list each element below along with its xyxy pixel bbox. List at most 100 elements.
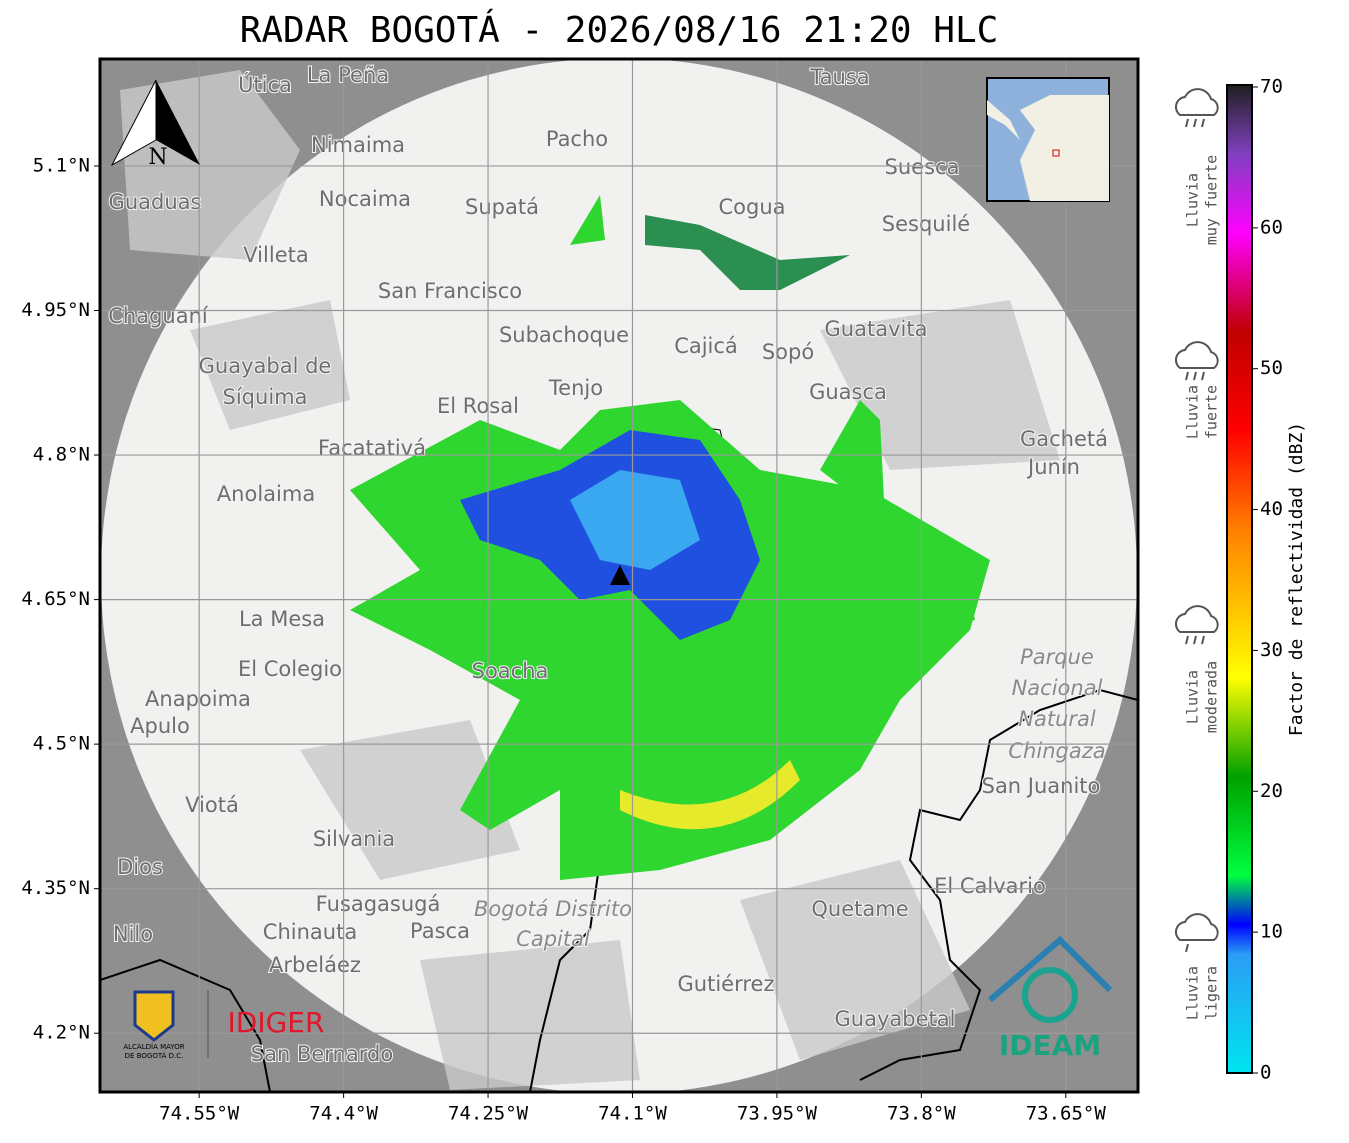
idiger-logo: IDIGER xyxy=(228,1006,325,1039)
place-label: Chingaza xyxy=(1008,739,1105,763)
place-label: Soacha xyxy=(472,659,549,683)
y-tick-label: 4.95°N xyxy=(21,299,90,321)
place-label: Nocaima xyxy=(319,187,411,211)
place-label: Supatá xyxy=(465,195,539,219)
x-tick-label: 74.4°W xyxy=(309,1103,378,1125)
logo-alcaldia: ALCALDÍA MAYOR DE BOGOTÁ D.C. IDIGER xyxy=(123,990,324,1060)
north-label: N xyxy=(148,145,167,170)
place-label: San Francisco xyxy=(378,279,522,303)
y-tick-label: 4.5°N xyxy=(33,733,90,755)
rain-category: Lluvia muy fuerte xyxy=(1174,88,1221,245)
rain-drop xyxy=(1185,118,1189,128)
place-label: Cogua xyxy=(718,195,785,219)
colorbar-tick-label: 40 xyxy=(1260,498,1283,520)
rain-drop xyxy=(1185,943,1189,953)
grid xyxy=(100,59,1138,1092)
place-label: Guayabetal xyxy=(835,1007,956,1031)
y-tick-label: 4.65°N xyxy=(21,588,90,610)
place-label: Villeta xyxy=(243,243,308,267)
place-label: Junín xyxy=(1026,455,1080,479)
place-label: Sopó xyxy=(762,340,814,364)
rain-drop xyxy=(1185,371,1189,381)
place-label: Quetame xyxy=(811,897,908,921)
colorbar xyxy=(1226,84,1253,1074)
rain-category: Lluvia ligera xyxy=(1174,913,1221,1020)
x-tick-label: 73.65°W xyxy=(1026,1103,1107,1125)
place-label: Silvania xyxy=(313,827,395,851)
colorbar-tick-label: 30 xyxy=(1260,639,1283,661)
colorbar-tick-label: 20 xyxy=(1260,780,1283,802)
place-label: San Juanito xyxy=(982,774,1101,798)
y-tick-label: 4.2°N xyxy=(33,1022,90,1044)
place-label: La Mesa xyxy=(239,607,325,631)
place-label: Facatativá xyxy=(318,436,426,460)
x-tick-label: 73.8°W xyxy=(887,1103,956,1125)
rain-icon xyxy=(1174,913,1219,941)
place-label: Parque xyxy=(1020,645,1094,669)
radar-echoes xyxy=(350,195,990,880)
place-label: Síquima xyxy=(223,385,308,409)
place-label: Dios xyxy=(117,855,163,879)
x-tick-label: 74.25°W xyxy=(448,1103,529,1125)
inset-map xyxy=(986,77,1110,202)
rain-category-label: Lluvia xyxy=(1184,173,1202,227)
rain-drop xyxy=(1193,118,1197,128)
place-label: Nilo xyxy=(113,922,153,946)
rain-icon xyxy=(1174,88,1219,116)
rain-drop xyxy=(1193,635,1197,645)
place-label: Sesquilé xyxy=(882,212,970,236)
colorbar-tick-label: 10 xyxy=(1260,921,1283,943)
place-label: Pasca xyxy=(410,919,470,943)
place-label: El Rosal xyxy=(437,394,519,418)
place-label: Apulo xyxy=(130,714,190,738)
place-label: Anapoima xyxy=(145,687,251,711)
place-label: Nacional xyxy=(1012,676,1103,700)
rain-drop xyxy=(1193,371,1197,381)
rain-category-label: Lluvia xyxy=(1184,966,1202,1020)
rain-category-label: moderada xyxy=(1203,661,1221,733)
colorbar-tick-label: 60 xyxy=(1260,216,1283,238)
axes: 74.55°W 74.4°W 74.25°W 74.1°W 73.95°W 73.8°W 7… xyxy=(21,154,1106,1124)
place-label: Guasca xyxy=(809,380,887,404)
place-label: Útica xyxy=(238,72,292,97)
north-arrow: N xyxy=(110,79,200,170)
place-label: Viotá xyxy=(185,793,239,817)
rain-icon xyxy=(1174,341,1219,369)
ideam-logo: IDEAM xyxy=(999,1029,1101,1062)
place-label: Arbeláez xyxy=(269,953,361,977)
x-tick-label: 74.1°W xyxy=(598,1103,667,1125)
place-label: Tausa xyxy=(809,65,869,89)
place-label: La Peña xyxy=(307,63,389,87)
place-label: El Calvario xyxy=(934,874,1046,898)
place-label: Nimaima xyxy=(311,133,405,157)
place-label: Gutiérrez xyxy=(678,972,775,996)
rain-drop xyxy=(1201,371,1205,381)
place-label: Gachetá xyxy=(1020,427,1108,451)
rain-icon xyxy=(1174,605,1219,633)
place-label: Guaduas xyxy=(109,190,202,214)
place-label: Pacho xyxy=(546,127,608,151)
rain-category-label: ligera xyxy=(1203,966,1221,1020)
place-label: Chinauta xyxy=(263,920,357,944)
place-label: Fusagasugá xyxy=(316,892,441,916)
places: La Peña Útica Tausa Pacho Nimaima Nocaima Guad… xyxy=(107,62,1109,1067)
alcaldia-line: DE BOGOTÁ D.C. xyxy=(125,1051,184,1060)
y-tick-label: 4.35°N xyxy=(21,877,90,899)
place-label: Anolaima xyxy=(217,482,315,506)
place-label: Chaguaní xyxy=(108,304,209,328)
y-tick-label: 4.8°N xyxy=(33,444,90,466)
place-label: Cajicá xyxy=(674,334,738,358)
logo-ideam: IDEAM xyxy=(988,935,1113,1062)
y-tick-label: 5.1°N xyxy=(33,154,90,176)
rain-category-label: Lluvia xyxy=(1184,670,1202,724)
rain-drop xyxy=(1185,635,1189,645)
rain-drop xyxy=(1201,118,1205,128)
rain-category-label: Lluvia xyxy=(1184,385,1202,439)
rain-category-label: fuerte xyxy=(1203,385,1221,439)
rain-drop xyxy=(1201,635,1205,645)
colorbar-tick-label: 70 xyxy=(1260,76,1283,98)
colorbar-tick-label: 50 xyxy=(1260,357,1283,379)
alcaldia-line: ALCALDÍA MAYOR xyxy=(123,1042,184,1051)
